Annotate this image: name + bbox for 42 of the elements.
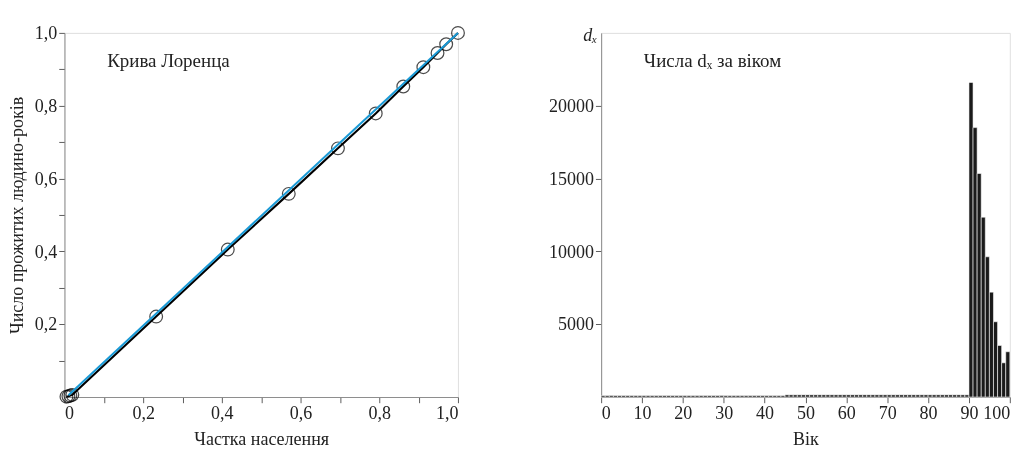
point [439,37,454,52]
x-tick-label: 40 [756,403,775,424]
x-tick-label: 0 [64,403,74,424]
y-tick-label: 1,0 [34,23,58,44]
x-tick-label: 90 [960,403,979,424]
y-tick-label: 5000 [558,314,595,335]
x-tick-label: 60 [837,403,856,424]
x-tick-label: 0,8 [368,403,391,424]
point [281,186,296,201]
point [330,141,345,156]
x-tick-label: 10 [633,403,652,424]
x-tick-label: 50 [796,403,815,424]
y-tick-label: 0,6 [34,168,58,189]
x-tick-label: 0,4 [211,403,234,424]
point [396,79,411,94]
x-tick-label: 30 [715,403,734,424]
x-tick-label: 100 [983,403,1011,424]
text: Числа dₓ за віком [643,50,782,72]
text: Крива Лоренца [107,50,231,72]
point [451,25,465,40]
y-tick-label: 0,4 [34,241,58,262]
x-tick-label: 70 [878,403,897,424]
y-tick-label: 15000 [549,168,595,189]
point [220,242,235,257]
y-tick-label: 20000 [549,95,595,116]
y-tick-label: 0,8 [34,95,58,116]
point [430,45,445,60]
point [368,106,383,121]
y-axis-title: Число прожитих людино-років [7,96,28,335]
x-axis-title: Частка населення [194,428,330,449]
x-tick-label: 1,0 [435,403,459,424]
point [416,60,431,75]
x-tick-label: 0 [601,403,611,424]
point [149,309,164,324]
x-axis-title: Вік [793,428,820,449]
x-tick-label: 80 [919,403,938,424]
y-tick-label: 10000 [549,241,595,262]
x-tick-label: 20 [674,403,693,424]
x-tick-label: 0,6 [289,403,313,424]
y-axis-title: dₓ [583,24,598,45]
y-tick-label: 0,2 [34,314,58,335]
x-tick-label: 0,2 [132,403,155,424]
